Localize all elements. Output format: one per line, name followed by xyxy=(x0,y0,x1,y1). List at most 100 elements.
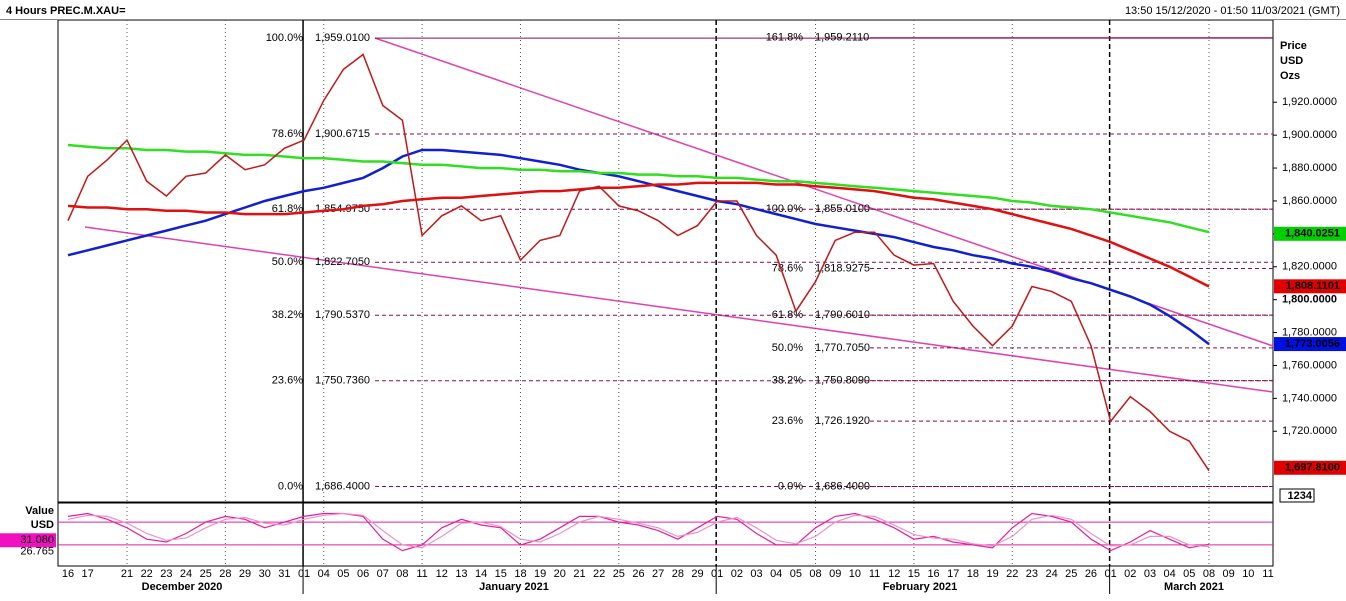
x-tick-label: 16 xyxy=(62,568,74,580)
x-tick-label: 15 xyxy=(495,568,507,580)
y-tick-label: 1,860.0000 xyxy=(1282,195,1337,207)
x-tick-label: 01 xyxy=(298,568,310,580)
x-tick-label: 08 xyxy=(1203,568,1215,580)
y-tick-label: 1,900.0000 xyxy=(1282,129,1337,141)
x-tick-label: 08 xyxy=(396,568,408,580)
x-tick-label: 05 xyxy=(1183,568,1195,580)
x-tick-label: 26 xyxy=(1085,568,1097,580)
price-tag xyxy=(1274,226,1346,241)
series-line xyxy=(67,53,1210,472)
x-tick-label: 03 xyxy=(1144,568,1156,580)
x-tick-label: 01 xyxy=(1104,568,1116,580)
fib-price: 1,770.7050 xyxy=(815,342,870,354)
axis-label: Price xyxy=(1280,40,1307,52)
fib-price: 1,726.1920 xyxy=(815,415,870,427)
osc-tag-label: 26.765 xyxy=(20,546,54,558)
y-tick-label: 1,780.0000 xyxy=(1282,326,1337,338)
price-tag xyxy=(1274,460,1346,475)
x-tick-label: 29 xyxy=(239,568,251,580)
x-tick-label: 25 xyxy=(200,568,212,580)
x-tick-label: 15 xyxy=(908,568,920,580)
x-tick-label: 04 xyxy=(318,568,330,580)
x-tick-label: 13 xyxy=(455,568,467,580)
x-tick-label: 17 xyxy=(947,568,959,580)
series-line xyxy=(67,143,1210,234)
axis-label: Ozs xyxy=(1280,70,1300,82)
fib-percent: 100.0% xyxy=(266,32,304,44)
chart-title: 4 Hours PREC.M.XAU= xyxy=(6,5,126,17)
x-tick-label: 12 xyxy=(888,568,900,580)
fib-percent: 161.8% xyxy=(766,32,804,44)
fib-price: 1,855.0100 xyxy=(815,203,870,215)
month-label: December 2020 xyxy=(142,581,223,593)
y-tick-label: 1,920.0000 xyxy=(1282,96,1337,108)
x-tick-label: 10 xyxy=(849,568,861,580)
month-label: March 2021 xyxy=(1164,581,1224,593)
price-tag-label: 1,773.0056 xyxy=(1285,338,1340,350)
x-tick-label: 27 xyxy=(652,568,664,580)
x-tick-label: 22 xyxy=(141,568,153,580)
x-tick-label: 31 xyxy=(278,568,290,580)
x-tick-label: 19 xyxy=(986,568,998,580)
osc-label: Value xyxy=(25,505,54,517)
fib-price: 1,750.8090 xyxy=(815,374,870,386)
x-tick-label: 09 xyxy=(1223,568,1235,580)
time-range: 13:50 15/12/2020 - 01:50 11/03/2021 (GMT… xyxy=(1125,5,1340,17)
x-tick-label: 14 xyxy=(475,568,487,580)
fib-price: 1,900.6715 xyxy=(315,128,370,140)
fib-percent: 78.6% xyxy=(772,262,803,274)
price-tag-label: 1,808.1101 xyxy=(1286,280,1340,292)
x-tick-label: 02 xyxy=(1124,568,1136,580)
x-tick-label: 19 xyxy=(534,568,546,580)
fib-percent: 61.8% xyxy=(772,309,803,321)
osc-tag-label: 31.080 xyxy=(20,534,54,546)
x-tick-label: 25 xyxy=(613,568,625,580)
x-tick-label: 11 xyxy=(416,568,427,580)
x-tick-label: 18 xyxy=(514,568,526,580)
fib-percent: 23.6% xyxy=(272,375,303,387)
month-label: January 2021 xyxy=(479,581,549,593)
x-tick-label: 11 xyxy=(869,568,880,580)
x-tick-label: 09 xyxy=(829,568,841,580)
x-tick-label: 10 xyxy=(1242,568,1254,580)
price-tag xyxy=(1274,337,1346,352)
y-tick-label: 1,740.0000 xyxy=(1282,392,1337,404)
fib-percent: 23.6% xyxy=(772,415,803,427)
y-tick-label: 1,800.0000 xyxy=(1282,294,1337,306)
price-tag xyxy=(1274,279,1346,294)
fib-percent: 50.0% xyxy=(272,256,303,268)
x-tick-label: 17 xyxy=(82,568,94,580)
x-tick-label: 25 xyxy=(1065,568,1077,580)
counter: 1234 xyxy=(1288,490,1313,502)
fib-percent: 38.2% xyxy=(272,309,303,321)
fib-percent: 38.2% xyxy=(772,374,803,386)
series-line xyxy=(67,148,1210,346)
x-tick-label: 24 xyxy=(1045,568,1057,580)
osc-line xyxy=(67,512,1210,552)
x-tick-label: 30 xyxy=(259,568,271,580)
counter-box xyxy=(1279,488,1315,503)
x-tick-label: 23 xyxy=(160,568,172,580)
fib-percent: 0.0% xyxy=(278,480,303,492)
x-tick-label: 04 xyxy=(1164,568,1176,580)
osc-label: USD xyxy=(31,519,54,531)
osc-line xyxy=(67,512,1210,549)
x-tick-label: 23 xyxy=(1026,568,1038,580)
fib-price: 1,790.6010 xyxy=(815,309,870,321)
fib-percent: 0.0% xyxy=(778,480,803,492)
fib-price: 1,822.7050 xyxy=(315,256,370,268)
x-tick-label: 02 xyxy=(731,568,743,580)
y-tick-label: 1,880.0000 xyxy=(1282,162,1337,174)
fib-price: 1,818.9275 xyxy=(815,262,870,274)
x-tick-label: 03 xyxy=(750,568,762,580)
fib-percent: 78.6% xyxy=(272,128,303,140)
x-tick-label: 22 xyxy=(1006,568,1018,580)
x-tick-label: 29 xyxy=(691,568,703,580)
x-tick-label: 21 xyxy=(573,568,585,580)
x-tick-label: 05 xyxy=(790,568,802,580)
price-tag-label: 1,697.8100 xyxy=(1285,462,1340,474)
trend-line xyxy=(84,226,1274,393)
x-tick-label: 04 xyxy=(770,568,782,580)
fib-price: 1,959.0100 xyxy=(315,32,370,44)
